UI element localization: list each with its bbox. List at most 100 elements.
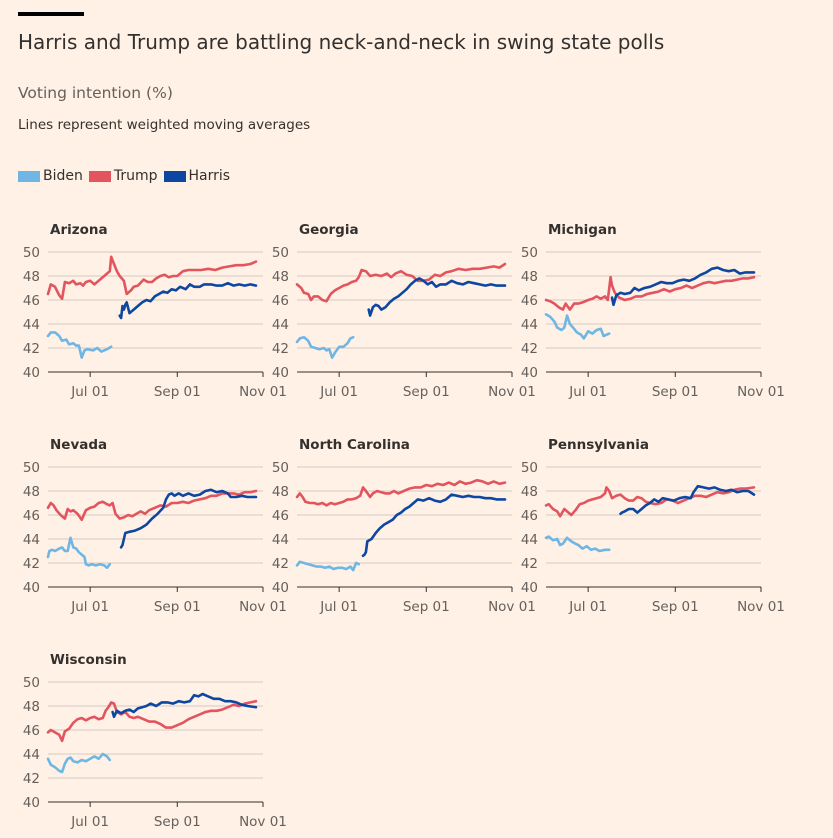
y-tick-label: 50 [272,245,289,261]
x-tick-label: Nov 01 [488,384,536,400]
series-line-biden [46,536,112,570]
y-tick-label: 50 [272,460,289,476]
legend-item-harris: Harris [163,168,231,184]
series-line-trump [544,486,756,518]
y-tick-label: 40 [521,365,538,381]
series-line-trump [46,699,258,743]
y-tick-label: 50 [23,460,40,476]
panel-arizona: Arizona 40 42 44 46 48 50 Jul 01 Sep 01 Nov 01 [23,222,287,400]
panel-title: Nevada [50,437,107,453]
y-tick-label: 44 [521,317,538,333]
y-tick-label: 46 [23,723,40,739]
series-line-biden [46,331,113,359]
legend-item-trump: Trump [88,168,158,184]
x-tick-label: Jul 01 [319,599,358,615]
y-tick-label: 42 [23,556,40,572]
series-line-biden [544,313,611,340]
y-tick-label: 42 [521,341,538,357]
series-line-biden [46,752,112,774]
panel-nevada: Nevada 40 42 44 46 48 50 Jul 01 Sep 01 Nov 01 [23,437,287,615]
x-tick-label: Sep 01 [652,384,699,400]
y-tick-label: 44 [23,747,40,763]
y-tick-label: 40 [23,365,40,381]
x-tick-label: Jul 01 [319,384,358,400]
panel-title: Michigan [548,222,617,238]
y-tick-label: 48 [23,699,40,715]
panel-title: Arizona [50,222,108,238]
y-tick-label: 50 [23,245,40,261]
series-line-trump [46,489,258,522]
panel-georgia: Georgia 40 42 44 46 48 50 Jul 01 Sep 01 Nov 01 [272,222,536,400]
y-tick-label: 42 [23,771,40,787]
y-tick-label: 46 [521,508,538,524]
chart-subtitle: Voting intention (%) [18,84,173,102]
y-tick-label: 42 [272,556,289,572]
series-line-biden [544,535,611,553]
panel-wisconsin: Wisconsin 40 42 44 46 48 50 Jul 01 Sep 01 Nov 01 [23,652,287,830]
y-tick-label: 48 [272,484,289,500]
series-line-trump [295,262,507,303]
series-line-harris [619,484,756,516]
panel-title: Pennsylvania [548,437,649,453]
y-tick-label: 44 [272,317,289,333]
series-line-trump [46,255,258,301]
y-tick-label: 44 [272,532,289,548]
x-tick-label: Sep 01 [652,599,699,615]
y-tick-label: 40 [272,580,289,596]
y-tick-label: 48 [23,484,40,500]
x-tick-label: Nov 01 [488,599,536,615]
y-tick-label: 42 [23,341,40,357]
x-tick-label: Nov 01 [239,384,287,400]
legend-label-trump: Trump [113,168,158,184]
y-tick-label: 40 [272,365,289,381]
y-tick-label: 48 [521,269,538,285]
x-tick-label: Jul 01 [70,599,109,615]
y-tick-label: 40 [23,580,40,596]
x-tick-label: Nov 01 [737,384,785,400]
y-tick-label: 44 [23,532,40,548]
x-tick-label: Nov 01 [239,599,287,615]
series-line-trump [544,275,756,311]
legend-swatch-harris [163,170,186,182]
y-tick-label: 46 [272,293,289,309]
y-tick-label: 40 [521,580,538,596]
x-tick-label: Sep 01 [154,384,201,400]
x-tick-label: Jul 01 [568,599,607,615]
panel-pennsylvania: Pennsylvania 40 42 44 46 48 50 Jul 01 Sep 01 Nov … [521,437,785,615]
y-tick-label: 50 [23,675,40,691]
legend-swatch-biden [18,170,40,182]
brand-top-bar [18,12,84,16]
y-tick-label: 48 [272,269,289,285]
y-tick-label: 46 [23,293,40,309]
series-line-biden [295,335,355,359]
x-tick-label: Nov 01 [239,814,287,830]
series-line-harris [610,266,756,307]
x-tick-label: Sep 01 [403,384,450,400]
y-tick-label: 42 [272,341,289,357]
series-line-harris [361,493,507,558]
y-tick-label: 46 [521,293,538,309]
panel-michigan: Michigan 40 42 44 46 48 50 Jul 01 Sep 01 Nov 01 [521,222,785,400]
series-line-harris [367,277,507,317]
y-tick-label: 50 [521,245,538,261]
chart-description: Lines represent weighted moving averages [18,117,311,133]
x-tick-label: Jul 01 [568,384,607,400]
series-line-harris [118,281,258,320]
legend: Biden Trump Harris [18,168,236,184]
legend-label-harris: Harris [188,168,231,184]
panel-title: North Carolina [299,437,410,453]
x-tick-label: Sep 01 [154,814,201,830]
series-line-harris [119,488,258,549]
x-tick-label: Sep 01 [403,599,450,615]
x-tick-label: Nov 01 [737,599,785,615]
x-tick-label: Jul 01 [70,384,109,400]
legend-label-biden: Biden [43,168,83,184]
series-line-biden [295,560,361,572]
y-tick-label: 48 [23,269,40,285]
y-tick-label: 46 [23,508,40,524]
y-tick-label: 46 [272,508,289,524]
series-line-trump [295,478,507,507]
y-tick-label: 42 [521,556,538,572]
y-tick-label: 44 [521,532,538,548]
